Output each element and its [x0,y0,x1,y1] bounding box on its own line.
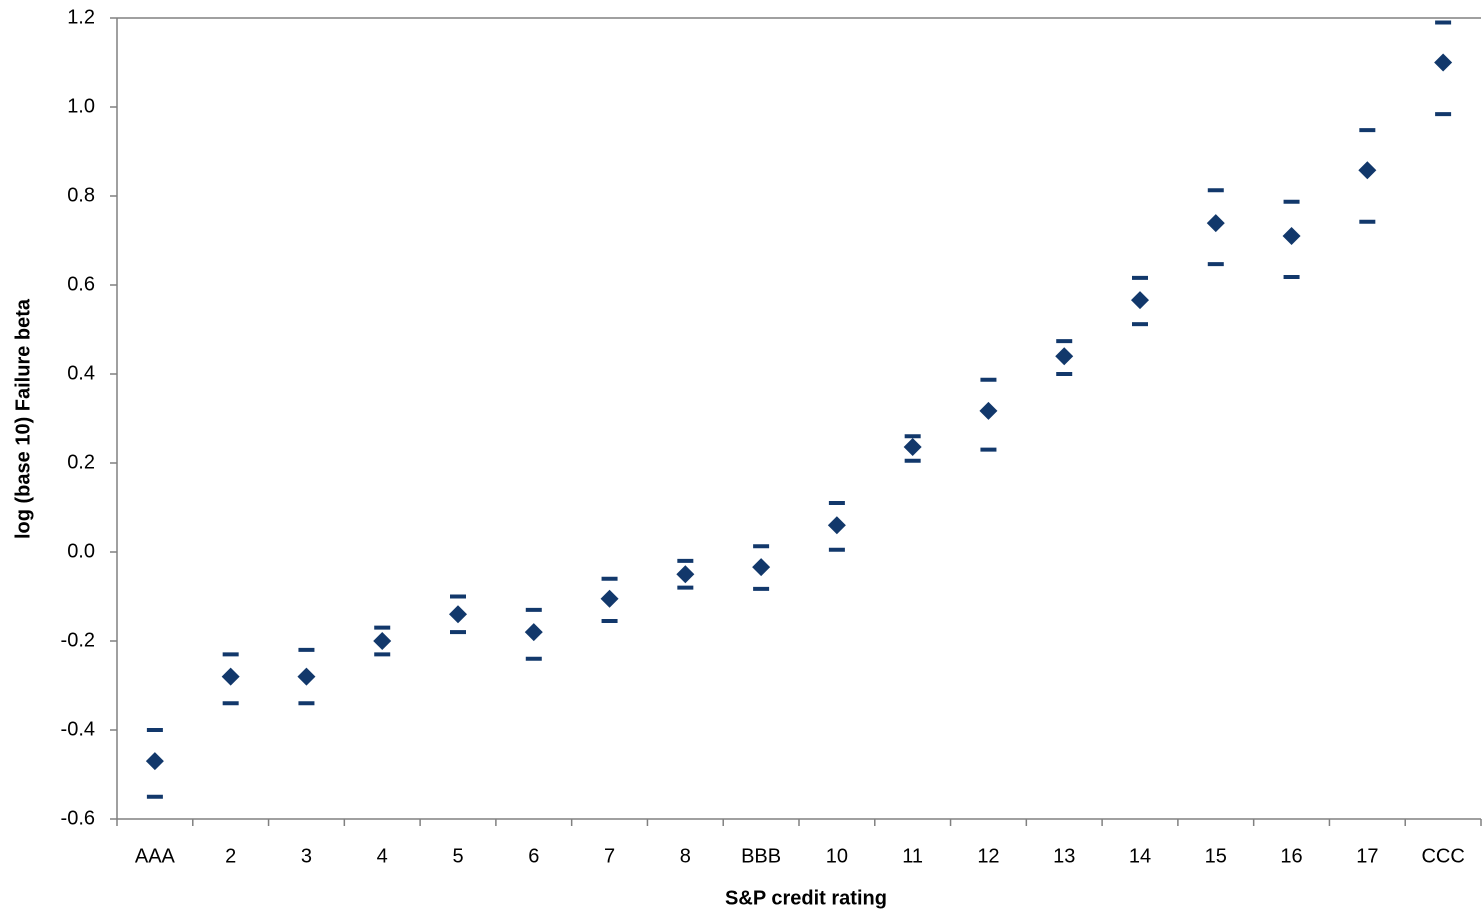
x-tick-label: BBB [741,845,781,867]
y-tick-label: 0.6 [67,273,95,295]
x-tick-label: 17 [1356,845,1378,867]
x-tick-label: 4 [377,845,388,867]
x-tick-label: 8 [680,845,691,867]
x-tick-label: 7 [604,845,615,867]
y-tick-label: -0.4 [61,718,95,740]
point [676,565,695,584]
point [1358,161,1377,180]
point [373,632,392,650]
y-tick-label: 0.0 [67,540,95,562]
x-tick-label: 13 [1053,845,1075,867]
point [979,401,998,420]
point [1131,291,1149,310]
point [600,589,619,608]
x-tick-label: CCC [1421,845,1464,867]
y-tick-label: 0.4 [67,362,95,384]
x-tick-label: 15 [1205,845,1227,867]
y-tick-label: -0.6 [61,807,95,829]
x-tick-label: 14 [1129,845,1151,867]
x-tick-label: AAA [135,845,176,867]
x-tick-label: 5 [452,845,463,867]
x-tick-label: 6 [528,845,539,867]
y-tick-label: 0.8 [67,184,95,206]
x-tick-label: 3 [301,845,312,867]
point [1434,53,1453,72]
y-tick-label: 1.0 [67,95,95,117]
x-tick-label: 11 [902,845,923,867]
point [449,605,467,624]
y-tick-label: 0.2 [67,451,95,473]
point [1055,347,1074,366]
x-axis-title: S&P credit rating [725,887,887,909]
point [903,437,922,456]
point [752,558,771,577]
x-tick-label: 12 [977,845,999,867]
point [221,667,240,686]
point [524,623,543,642]
y-axis-title: log (base 10) Failure beta [12,298,34,539]
point [145,752,164,771]
point [827,516,846,535]
point [1282,227,1301,246]
x-tick-label: 10 [826,845,848,867]
point [1206,214,1225,233]
y-tick-label: 1.2 [67,6,95,28]
x-tick-label: 16 [1280,845,1302,867]
x-tick-label: 2 [225,845,236,867]
point [297,667,316,686]
y-tick-label: -0.2 [61,629,95,651]
